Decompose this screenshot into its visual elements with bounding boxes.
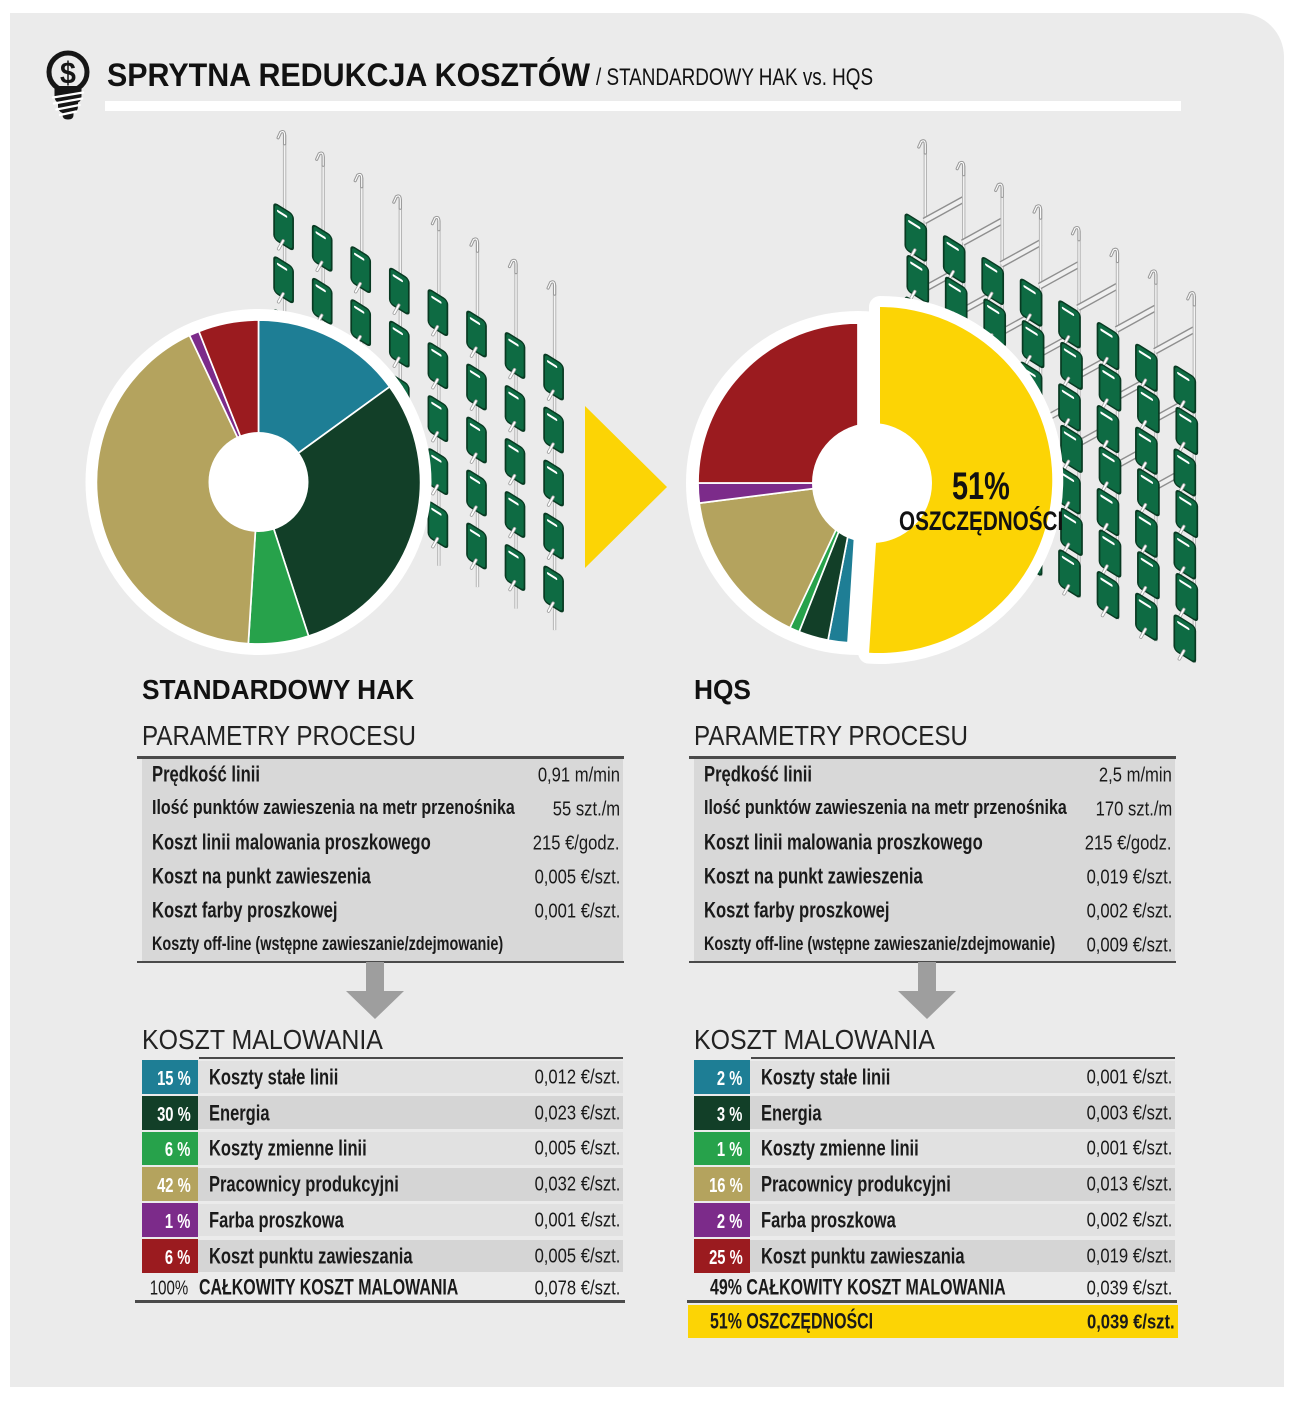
svg-text:$: $ bbox=[60, 56, 76, 90]
